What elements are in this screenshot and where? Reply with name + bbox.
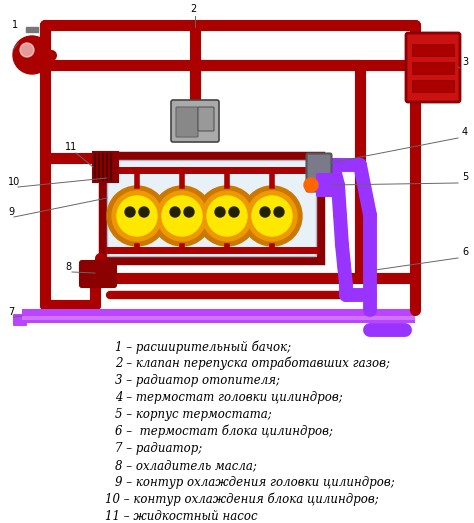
- FancyBboxPatch shape: [22, 316, 415, 320]
- Text: 11: 11: [65, 142, 77, 152]
- Circle shape: [170, 207, 180, 217]
- Text: 10 – контур охлаждения блока цилиндров;: 10 – контур охлаждения блока цилиндров;: [105, 493, 379, 506]
- FancyBboxPatch shape: [22, 309, 415, 323]
- Circle shape: [242, 186, 302, 246]
- FancyBboxPatch shape: [412, 80, 454, 92]
- Circle shape: [247, 191, 297, 241]
- FancyBboxPatch shape: [412, 62, 454, 74]
- FancyBboxPatch shape: [100, 153, 323, 263]
- Text: 9 – контур охлаждения головки цилиндров;: 9 – контур охлаждения головки цилиндров;: [115, 476, 395, 489]
- Text: 1: 1: [12, 20, 18, 30]
- Text: 4 – термостат головки цилиндров;: 4 – термостат головки цилиндров;: [115, 391, 343, 404]
- Text: 5 – корпус термостата;: 5 – корпус термостата;: [115, 408, 272, 421]
- FancyBboxPatch shape: [198, 107, 214, 131]
- Text: 9: 9: [8, 207, 14, 217]
- Circle shape: [252, 196, 292, 236]
- Text: 8 – охладитель масла;: 8 – охладитель масла;: [115, 459, 257, 472]
- Circle shape: [274, 207, 284, 217]
- Circle shape: [157, 191, 207, 241]
- Text: 2: 2: [190, 4, 196, 14]
- Text: 8: 8: [65, 262, 71, 272]
- Text: 3: 3: [462, 57, 468, 67]
- FancyBboxPatch shape: [26, 27, 38, 32]
- Circle shape: [139, 207, 149, 217]
- FancyBboxPatch shape: [171, 100, 219, 142]
- FancyBboxPatch shape: [13, 314, 27, 326]
- Circle shape: [107, 186, 167, 246]
- Text: 7 – радиатор;: 7 – радиатор;: [115, 442, 202, 455]
- Text: 3 – радиатор отопителя;: 3 – радиатор отопителя;: [115, 374, 280, 387]
- Circle shape: [229, 207, 239, 217]
- Circle shape: [20, 43, 34, 57]
- Text: 1 – расширительный бачок;: 1 – расширительный бачок;: [115, 340, 291, 354]
- Text: 2 – клапан перепуска отработавших газов;: 2 – клапан перепуска отработавших газов;: [115, 357, 390, 370]
- Circle shape: [13, 36, 51, 74]
- Circle shape: [112, 191, 162, 241]
- Text: 6 –  термостат блока цилиндров;: 6 – термостат блока цилиндров;: [115, 425, 333, 438]
- Circle shape: [162, 196, 202, 236]
- FancyBboxPatch shape: [93, 152, 118, 182]
- FancyBboxPatch shape: [406, 33, 460, 102]
- FancyBboxPatch shape: [412, 44, 454, 56]
- Text: 11 – жидкостный насос: 11 – жидкостный насос: [105, 510, 258, 523]
- Text: 4: 4: [462, 127, 468, 137]
- Text: 7: 7: [8, 307, 14, 317]
- Circle shape: [152, 186, 212, 246]
- Circle shape: [184, 207, 194, 217]
- FancyBboxPatch shape: [316, 173, 338, 197]
- Circle shape: [304, 178, 318, 192]
- Text: 6: 6: [462, 247, 468, 257]
- Circle shape: [117, 196, 157, 236]
- FancyBboxPatch shape: [80, 261, 116, 287]
- Text: 10: 10: [8, 177, 20, 187]
- FancyBboxPatch shape: [307, 153, 331, 191]
- Circle shape: [202, 191, 252, 241]
- Circle shape: [125, 207, 135, 217]
- Circle shape: [215, 207, 225, 217]
- Text: 5: 5: [462, 172, 468, 182]
- Circle shape: [197, 186, 257, 246]
- FancyBboxPatch shape: [176, 107, 198, 137]
- Circle shape: [260, 207, 270, 217]
- Circle shape: [207, 196, 247, 236]
- FancyBboxPatch shape: [107, 160, 316, 256]
